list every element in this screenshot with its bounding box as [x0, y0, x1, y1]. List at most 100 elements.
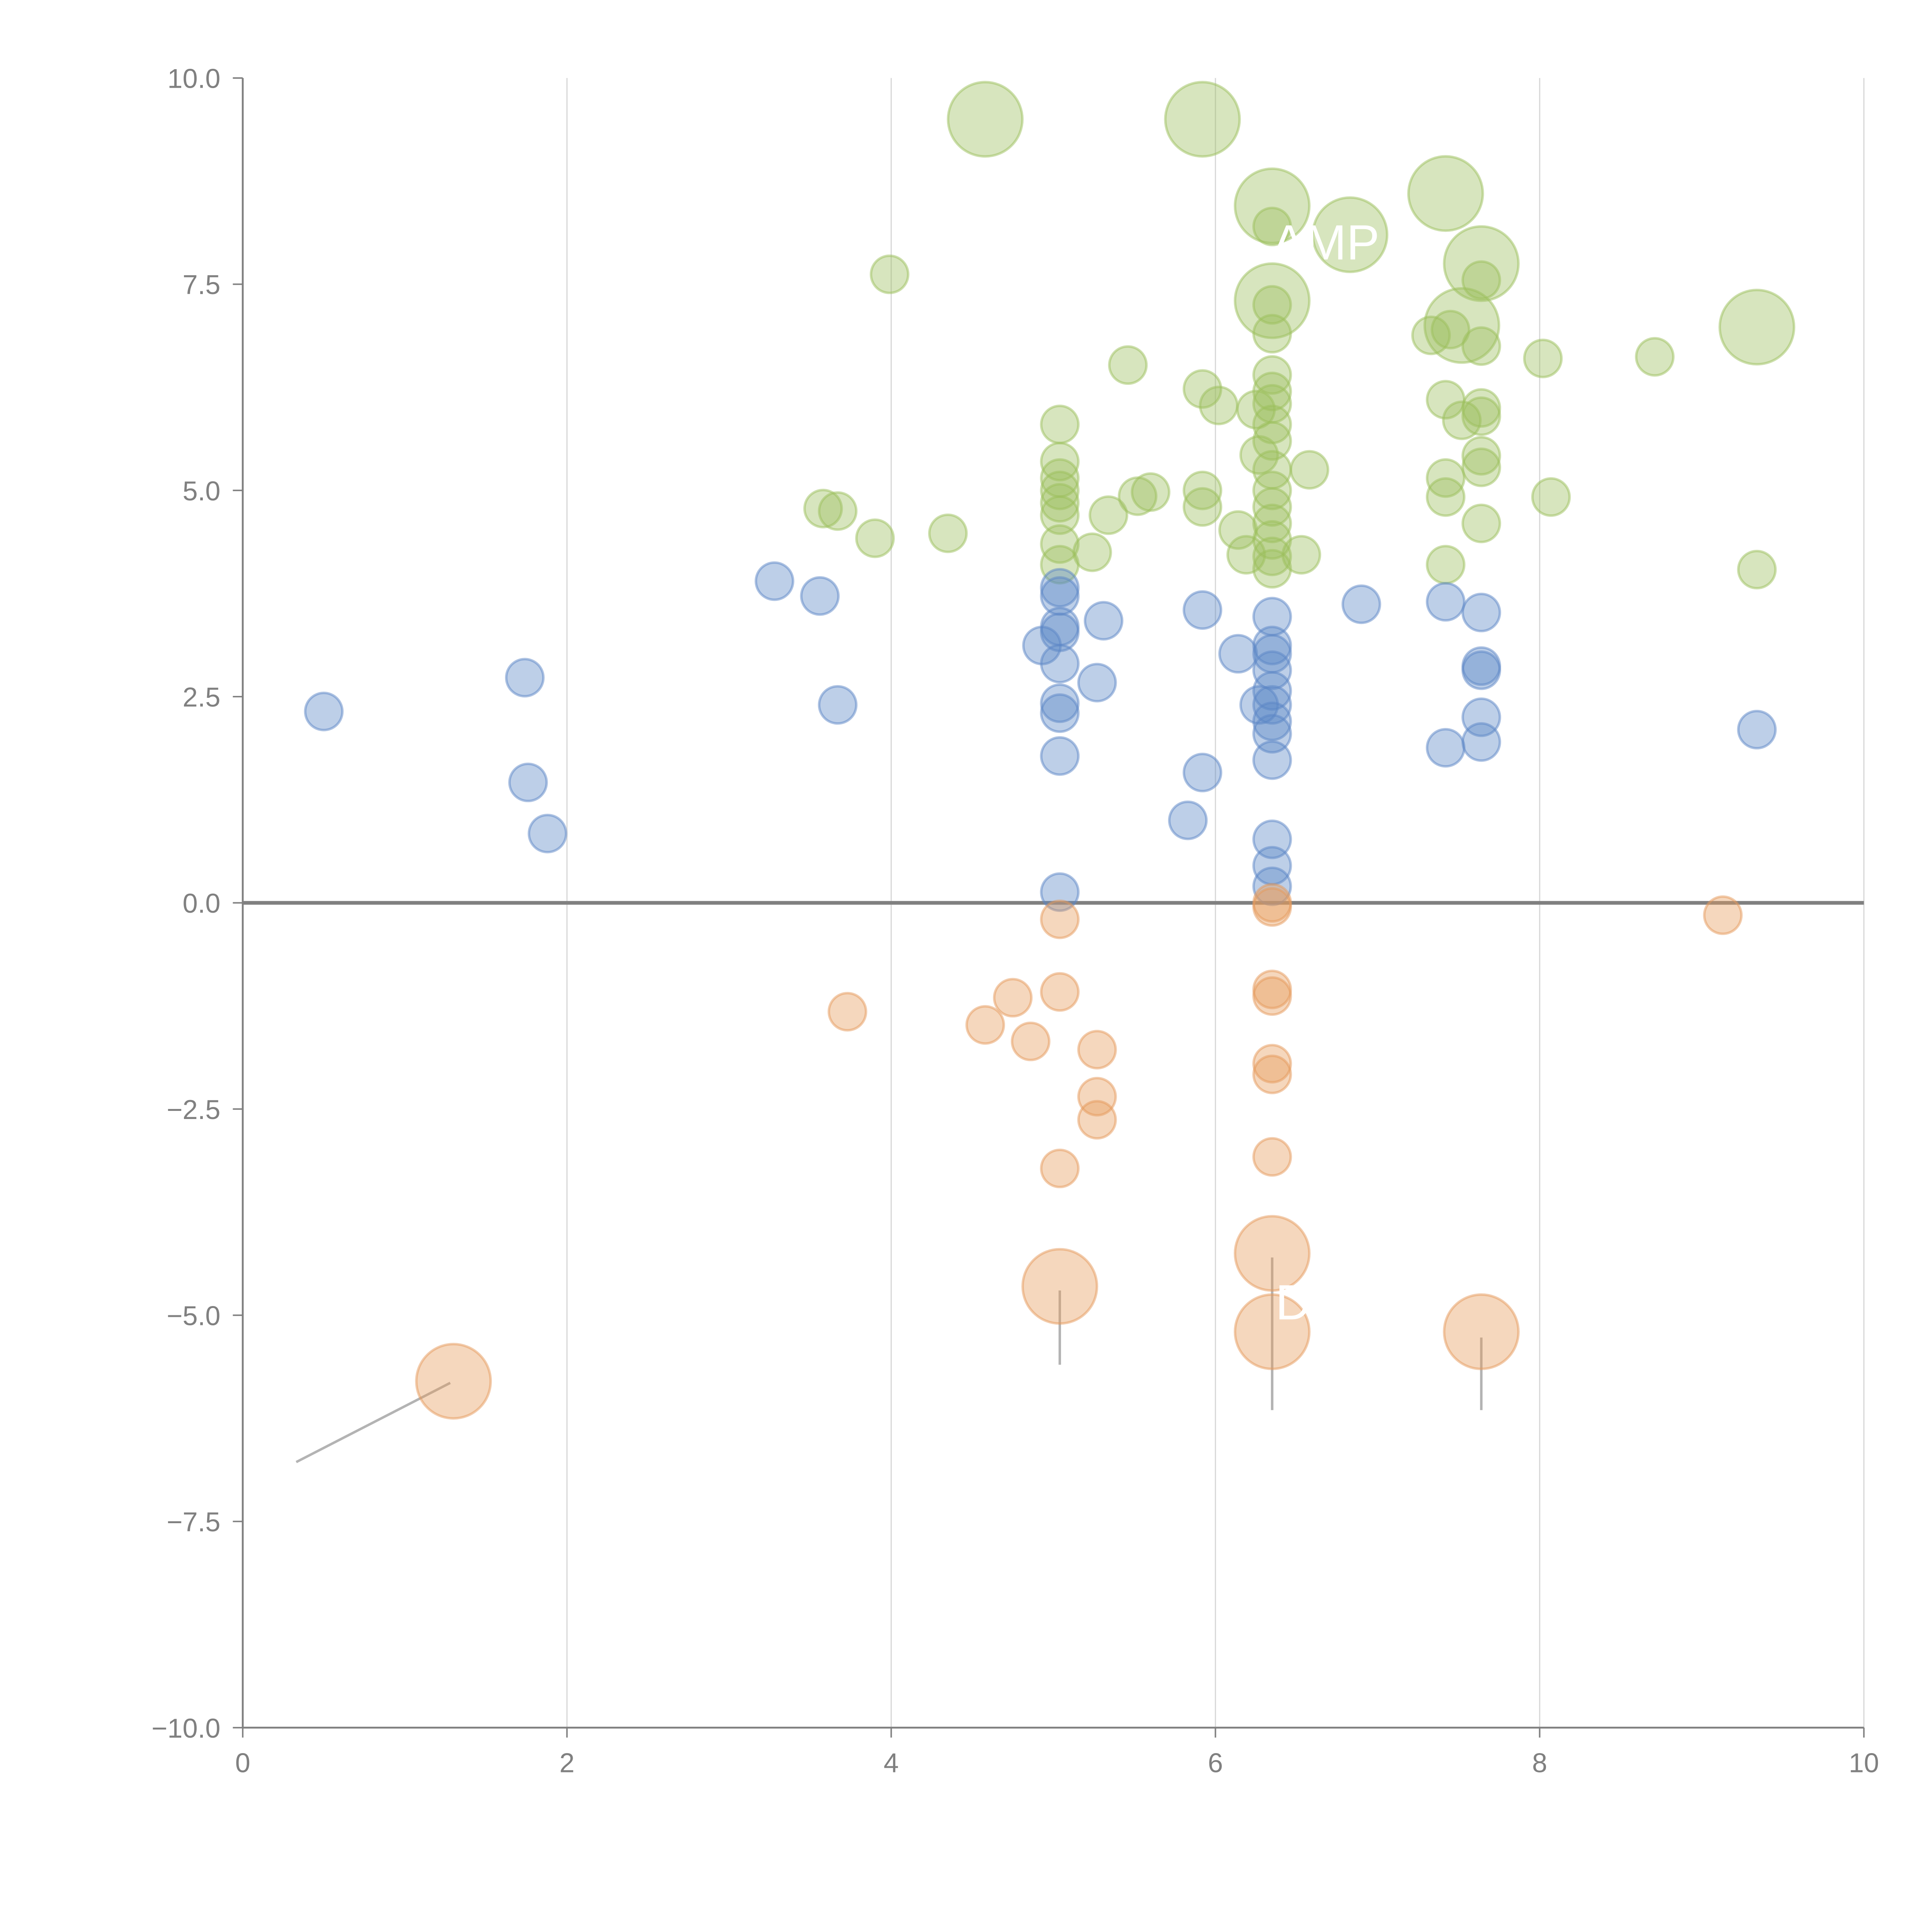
y-tick-label: 0.0 [182, 888, 220, 918]
blue-point [1252, 701, 1292, 742]
blue-point [1040, 568, 1080, 608]
annotation-label: AMP [1272, 215, 1379, 270]
green-point [1635, 337, 1675, 377]
green-point [1252, 487, 1292, 527]
blue-point [1252, 740, 1292, 780]
green-point [1461, 326, 1501, 366]
blue-point [1425, 582, 1466, 622]
orange-point [1252, 887, 1292, 927]
blue-point [800, 576, 840, 616]
green-point [1040, 495, 1080, 535]
orange-point [1703, 895, 1743, 935]
x-ticks: 0 2 4 6 8 10 [235, 1728, 1879, 1778]
green-point [1164, 81, 1241, 158]
orange-point [1233, 1215, 1311, 1292]
y-tick-label: −5.0 [167, 1300, 220, 1331]
blue-point [1040, 644, 1080, 684]
blue-point [1077, 663, 1117, 702]
green-point [818, 491, 858, 531]
green-point [1252, 285, 1292, 325]
y-tick-label: 7.5 [182, 269, 220, 300]
orange-point [1010, 1021, 1051, 1061]
x-tick-label: 2 [560, 1748, 575, 1778]
green-point [947, 81, 1024, 158]
blue-point [1182, 752, 1223, 793]
orange-point [415, 1343, 492, 1420]
y-tick-label: −2.5 [167, 1094, 220, 1125]
blue-point [527, 813, 568, 854]
green-point [1117, 476, 1158, 516]
green-point [1199, 386, 1239, 425]
green-point [803, 488, 843, 529]
orange-point [965, 1005, 1005, 1045]
blue-point [1040, 683, 1080, 723]
data-points [304, 81, 1796, 1420]
orange-point [1077, 1100, 1117, 1140]
green-point [1425, 477, 1466, 517]
blue-point [1737, 709, 1777, 750]
blue-point [505, 658, 545, 698]
y-tick-label: 5.0 [182, 476, 220, 506]
blue-point [304, 692, 344, 731]
x-tick-label: 8 [1532, 1748, 1547, 1778]
green-point [855, 518, 895, 558]
y-tick-label: −10.0 [151, 1713, 220, 1743]
green-point [1252, 470, 1292, 510]
green-point [1072, 532, 1112, 572]
blue-point [1252, 650, 1292, 690]
orange-point [1040, 899, 1080, 939]
blue-point [755, 561, 794, 601]
green-point [1040, 442, 1080, 481]
green-point [1442, 400, 1482, 440]
blue-point [1218, 634, 1258, 674]
y-ticks: 10.0 7.5 5.0 2.5 0.0 −2.5 −5.0 −7.5 −10.0 [151, 63, 243, 1743]
annotation-label: D [1276, 1275, 1311, 1330]
green-point [1423, 287, 1500, 364]
orange-point [1040, 972, 1080, 1012]
blue-point [1040, 872, 1080, 912]
green-point [1430, 310, 1471, 350]
green-point [1718, 289, 1796, 366]
x-tick-label: 6 [1208, 1748, 1223, 1778]
orange-point [993, 978, 1033, 1018]
green-point [1461, 503, 1501, 543]
green-point [1108, 345, 1148, 385]
y-tick-label: 10.0 [167, 63, 220, 94]
green-point [1523, 338, 1563, 378]
green-point [1252, 206, 1292, 247]
green-point [1040, 405, 1080, 444]
x-tick-label: 0 [235, 1748, 250, 1778]
green-point [1461, 436, 1501, 476]
green-point [1461, 396, 1501, 436]
green-point [1040, 483, 1080, 523]
orange-point [1252, 1054, 1292, 1094]
orange-point [1252, 976, 1292, 1016]
blue-point [1425, 728, 1466, 768]
orange-point [1233, 1293, 1311, 1370]
blue-point [1083, 601, 1124, 641]
green-point [1182, 487, 1223, 527]
orange-point [1077, 1077, 1117, 1117]
green-point [1311, 196, 1389, 273]
green-point [1236, 389, 1276, 430]
blue-point [1341, 584, 1381, 624]
green-point [1252, 355, 1292, 395]
blue-point [1461, 650, 1501, 690]
blue-point [1252, 685, 1292, 725]
y-tick-label: 2.5 [182, 682, 220, 713]
green-point [1226, 535, 1266, 575]
leader-lines [296, 1257, 1483, 1463]
green-point [1182, 470, 1223, 510]
annotations: AMP D [1272, 215, 1379, 1330]
blue-point [1040, 693, 1080, 733]
blue-point [1182, 590, 1223, 630]
green-point [1461, 388, 1501, 428]
orange-point [1443, 1293, 1520, 1370]
green-point [869, 254, 910, 294]
blue-point [818, 685, 858, 725]
orange-point [1040, 1148, 1080, 1189]
blue-point [1461, 722, 1501, 762]
green-point [1737, 549, 1777, 590]
blue-point [1168, 800, 1208, 840]
